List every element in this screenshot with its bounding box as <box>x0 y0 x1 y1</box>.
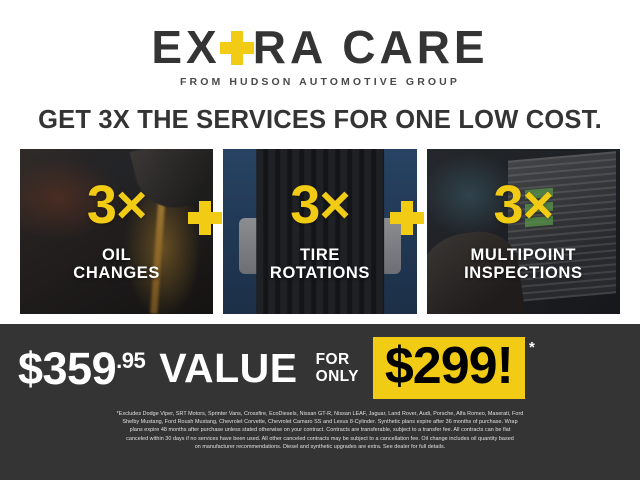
service-label-line2: CHANGES <box>73 264 161 283</box>
disclaimer-text: *Excludes Dodge Viper, SRT Motors, Sprin… <box>18 406 622 459</box>
brand-logo-block: EX RA CARE FROM HUDSON AUTOMOTIVE GROUP <box>0 0 640 88</box>
plus-icon <box>219 31 254 65</box>
original-value-price: $359.95 <box>18 342 146 394</box>
tire-shape <box>256 149 384 314</box>
deal-price: $299! <box>384 337 514 396</box>
value-label: VALUE <box>159 344 298 391</box>
service-label-line1: OIL <box>102 245 132 264</box>
service-panels: 3× OIL CHANGES 3× TIRE ROTATIONS <box>0 149 640 314</box>
oil-pouring-photo <box>20 149 214 314</box>
plus-icon <box>390 201 424 235</box>
for-only-label: FOR ONLY <box>316 351 359 386</box>
for-only-line2: ONLY <box>315 368 359 385</box>
service-label-line1: MULTIPOINT <box>470 245 577 264</box>
diagnostic-laptop-photo <box>426 149 620 314</box>
service-panel-tire-rotations: 3× TIRE ROTATIONS <box>223 149 417 314</box>
pricing-bar: $359.95 VALUE FOR ONLY $299! * *Excludes… <box>0 324 640 480</box>
brand-wordmark: EX RA CARE <box>151 24 488 70</box>
disclaimer-line-5: on manufacturer recommendations. Diesel … <box>194 443 446 450</box>
brand-tagline: FROM HUDSON AUTOMOTIVE GROUP <box>180 76 460 88</box>
tire-held-by-mechanic-photo <box>223 149 417 314</box>
disclaimer-line-1: *Excludes Dodge Viper, SRT Motors, Sprin… <box>116 411 524 417</box>
service-label-line2: INSPECTIONS <box>464 264 583 283</box>
original-value-dollars: $359 <box>18 342 117 394</box>
disclaimer-line-3: plans expire 48 months after purchase un… <box>129 427 511 434</box>
service-multiplier: 3× <box>86 175 148 236</box>
wordmark-suffix: RA CARE <box>252 21 489 73</box>
disclaimer-line-4: canceled within 30 days if no services h… <box>126 435 514 442</box>
photo-tint-overlay <box>426 149 620 314</box>
service-label-line2: ROTATIONS <box>269 264 371 283</box>
plus-icon <box>188 201 222 235</box>
original-value-cents: .95 <box>116 347 146 373</box>
service-panel-multipoint-inspections: 3× MULTIPOINT INSPECTIONS <box>426 149 620 314</box>
photo-tint-overlay <box>223 149 417 314</box>
pricing-row: $359.95 VALUE FOR ONLY $299! * <box>18 324 622 406</box>
for-only-line1: FOR <box>315 350 350 368</box>
service-multiplier: 3× <box>290 175 351 236</box>
service-panel-oil-changes: 3× OIL CHANGES <box>20 149 214 314</box>
disclaimer-line-2: Shelby Mustang, Ford Roush Mustang, Chev… <box>122 419 518 426</box>
service-label-line1: TIRE <box>300 245 340 264</box>
photo-tint-overlay <box>20 149 214 314</box>
service-multiplier: 3× <box>493 175 555 236</box>
page-title: GET 3X THE SERVICES FOR ONE LOW COST. <box>38 106 602 134</box>
deal-price-box: $299! * <box>372 337 535 399</box>
wordmark-prefix: EX <box>151 21 221 73</box>
deal-asterisk: * <box>529 339 535 357</box>
